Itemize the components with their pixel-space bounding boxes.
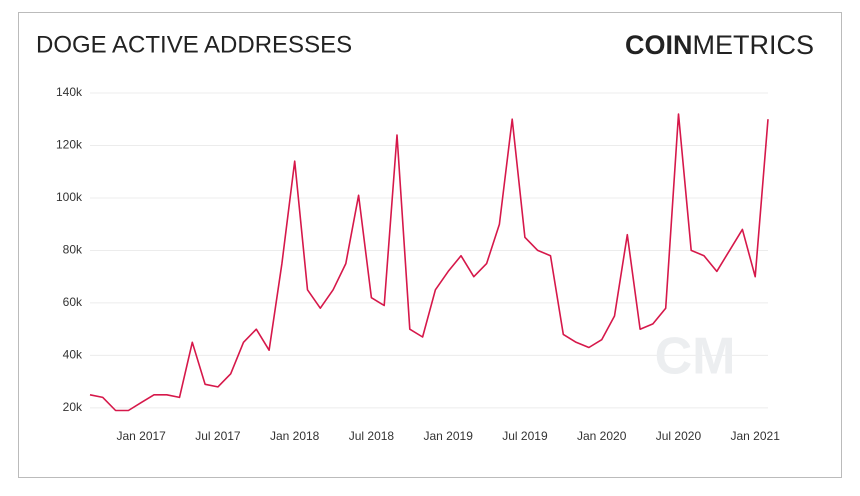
x-tick-label: Jan 2020 (577, 429, 627, 443)
logo-bold: COIN (625, 30, 693, 60)
y-tick-label: 40k (63, 348, 83, 362)
x-tick-label: Jul 2018 (349, 429, 395, 443)
x-tick-label: Jan 2018 (270, 429, 320, 443)
logo: COINMETRICS (625, 30, 814, 60)
x-tick-label: Jan 2017 (116, 429, 166, 443)
x-tick-label: Jul 2019 (502, 429, 548, 443)
x-tick-label: Jul 2017 (195, 429, 241, 443)
y-tick-label: 20k (63, 400, 83, 414)
data-line (89, 113, 769, 412)
x-tick-label: Jan 2021 (731, 429, 781, 443)
chart-title: DOGE ACTIVE ADDRESSES (36, 31, 352, 58)
x-tick-label: Jan 2019 (423, 429, 473, 443)
y-tick-label: 140k (56, 85, 83, 99)
watermark: CM (655, 328, 736, 386)
x-tick-label: Jul 2020 (656, 429, 702, 443)
y-tick-label: 80k (63, 243, 83, 257)
frame (18, 12, 842, 478)
y-tick-label: 60k (63, 295, 83, 309)
y-tick-label: 120k (56, 138, 83, 152)
logo-light: METRICS (693, 30, 815, 60)
y-tick-label: 100k (56, 190, 83, 204)
